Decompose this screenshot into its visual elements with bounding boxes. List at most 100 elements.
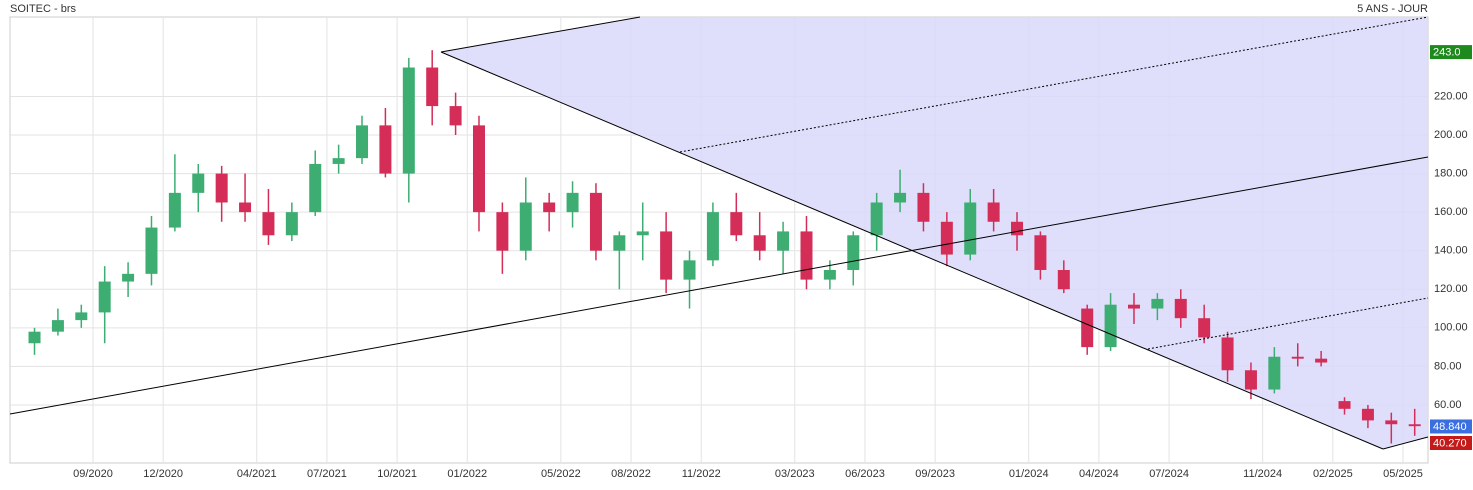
candle-body [309, 163, 322, 213]
y-tick-label: 60.00 [1434, 399, 1462, 411]
candle-body [449, 106, 462, 126]
candle-body [706, 212, 719, 261]
candle-body [847, 235, 860, 270]
price-tag-label: 243.0 [1433, 47, 1461, 59]
candle-body [683, 260, 696, 280]
candle-body [636, 231, 649, 236]
x-tick-label: 12/2020 [143, 468, 183, 480]
candle-body [192, 173, 205, 193]
channel-shade [441, 17, 1428, 449]
candle-body [730, 212, 743, 236]
candle-body [1198, 318, 1211, 338]
x-tick-label: 08/2022 [611, 468, 651, 480]
y-tick-label: 80.00 [1434, 360, 1462, 372]
candle-body [332, 158, 345, 164]
candle-body [823, 269, 836, 280]
chart-title: SOITEC - brs [10, 3, 77, 15]
candle-body [1244, 370, 1257, 390]
candle-body [1385, 420, 1398, 425]
x-tick-label: 04/2021 [237, 468, 277, 480]
y-tick-label: 100.00 [1434, 322, 1468, 334]
x-tick-label: 11/2024 [1243, 468, 1282, 480]
chart-subtitle: 5 ANS - JOUR [1357, 3, 1428, 15]
candle-body [753, 235, 766, 251]
candle-body [543, 202, 556, 213]
y-tick-label: 200.00 [1434, 129, 1468, 141]
x-tick-label: 04/2024 [1079, 468, 1119, 480]
x-tick-label: 06/2023 [845, 468, 885, 480]
candle-body [660, 231, 673, 280]
candle-body [519, 202, 532, 251]
price-tag-label: 40.270 [1433, 437, 1467, 449]
candle-body [496, 212, 509, 251]
y-tick-label: 140.00 [1434, 245, 1468, 257]
x-tick-label: 02/2025 [1313, 468, 1353, 480]
price-tag-label: 48.840 [1433, 421, 1467, 433]
price-tag [1430, 45, 1472, 60]
candle-body [964, 202, 977, 255]
y-tick-label: 180.00 [1434, 167, 1468, 179]
candle-body [239, 202, 252, 213]
x-tick-label: 05/2025 [1383, 468, 1423, 480]
trend-line [1382, 436, 1429, 450]
candle-body [987, 202, 1000, 222]
x-tick-label: 01/2022 [447, 468, 487, 480]
candle-body [1081, 308, 1094, 348]
x-tick-label: 09/2020 [73, 468, 113, 480]
y-tick-label: 160.00 [1434, 206, 1468, 218]
candle-body [28, 331, 41, 344]
candle-body [379, 125, 392, 174]
x-tick-label: 01/2024 [1009, 468, 1049, 480]
candle-body [402, 67, 415, 174]
candle-body [870, 202, 883, 236]
y-tick-label: 220.00 [1434, 90, 1468, 102]
price-tag [1430, 419, 1472, 434]
trend-line [679, 16, 1429, 153]
x-tick-label: 09/2023 [915, 468, 955, 480]
candle-body [1057, 269, 1070, 290]
candle-body [777, 231, 790, 251]
x-tick-label: 10/2021 [377, 468, 417, 480]
trend-lines [9, 16, 1429, 450]
candle-body [1408, 424, 1421, 427]
candle-body [1174, 298, 1187, 319]
candle-body [1361, 408, 1374, 421]
x-tick-label: 07/2024 [1149, 468, 1189, 480]
candle-body [98, 281, 111, 313]
candle-body [1268, 356, 1281, 390]
candle-body [589, 192, 602, 251]
candle-body [145, 227, 158, 274]
candle-body [168, 192, 181, 228]
candle-body [917, 192, 930, 222]
candle-body [1291, 356, 1304, 359]
candle-body [1221, 337, 1234, 371]
candle-body [1034, 235, 1047, 270]
y-tick-label: 120.00 [1434, 283, 1468, 295]
x-tick-label: 05/2022 [541, 468, 581, 480]
trend-line [9, 156, 1429, 415]
candle-body [1151, 298, 1164, 309]
candle-body [472, 125, 485, 213]
x-tick-label: 11/2022 [682, 468, 721, 480]
candle-body [285, 212, 298, 236]
candle-body [51, 320, 64, 332]
candle-body [426, 67, 439, 107]
candle-body [566, 192, 579, 213]
x-tick-label: 03/2023 [775, 468, 815, 480]
candle-body [122, 273, 135, 282]
candle-body [800, 231, 813, 280]
candle-body [1011, 221, 1024, 236]
candle-body [215, 173, 228, 203]
candle-body [894, 192, 907, 203]
candle-body [75, 312, 88, 321]
trend-line [1147, 297, 1429, 350]
candle-body [1338, 401, 1351, 409]
trend-line [440, 16, 641, 53]
candle-body [940, 221, 953, 255]
price-tag [1430, 436, 1472, 451]
candle-body [356, 125, 369, 159]
candle-body [1315, 358, 1328, 363]
candle-body [1104, 304, 1117, 348]
candle-body [613, 235, 626, 251]
